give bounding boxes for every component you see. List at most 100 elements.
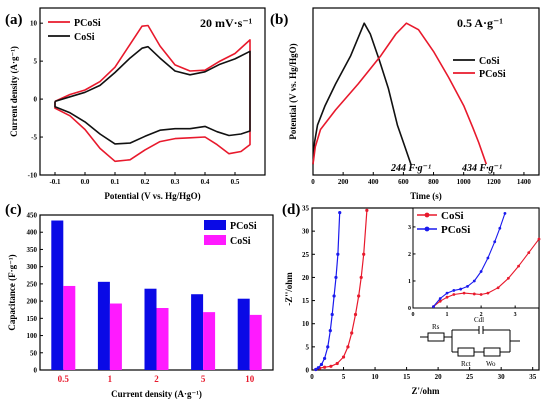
panel-a-ytick-label: -5 xyxy=(31,134,37,142)
panel-d-xtick-label: 20 xyxy=(435,373,443,381)
panel-c-category-label: 10 xyxy=(245,374,255,384)
panel-b-note: 0.5 A·g⁻¹ xyxy=(457,16,503,30)
panel-d-point-CoSi xyxy=(362,252,366,256)
panel-d-point-PCoSi xyxy=(316,366,320,370)
panel-b-legend-CoSi: CoSi xyxy=(479,56,500,67)
panel-d-inset-point-CoSi xyxy=(496,286,500,290)
panel-c-ytick-label: 250 xyxy=(27,280,38,288)
panel-c-ytick-label: 200 xyxy=(27,298,38,306)
panel-d-inset-ytick-label: 0 xyxy=(408,306,411,312)
panel-d-xtick-label: 0 xyxy=(310,373,314,381)
panel-a-xtick-label: 0.5 xyxy=(231,178,240,186)
panel-c-legend-swatch-PCoSi xyxy=(204,220,226,230)
panel-d-inset-point-PCoSi xyxy=(452,289,456,292)
panel-a-frame xyxy=(39,7,266,176)
panel-b-xtick-label: 1400 xyxy=(517,178,532,186)
panel-d-point-PCoSi xyxy=(334,275,338,280)
panel-a-ytick-label: -10 xyxy=(28,172,38,180)
panel-d-point-CoSi xyxy=(329,364,333,368)
panel-b-xtick-label: 800 xyxy=(428,178,439,186)
panel-b-xtick-label: 400 xyxy=(368,178,379,186)
panel-d-inset-point-PCoSi xyxy=(445,291,449,295)
panel-b-xlabel: Time (s) xyxy=(410,191,442,201)
panel-d-inset-xtick-label: 2 xyxy=(480,312,483,318)
panel-c-bar-CoSi-10 xyxy=(249,314,262,370)
panel-d-inset-xtick-label: 1 xyxy=(446,312,449,318)
panel-d-inset-point-CoSi xyxy=(452,293,456,296)
panel-a-series-CoSi xyxy=(54,45,251,145)
panel-d-point-PCoSi xyxy=(336,252,340,256)
panel-c-category-label: 1 xyxy=(108,374,113,384)
panel-d-point-CoSi xyxy=(323,365,327,369)
panel-c-ytick-label: 300 xyxy=(27,263,38,271)
panel-d-inset-point-CoSi xyxy=(486,291,490,295)
panel-b-annotation-cosi: 244 F·g⁻¹ xyxy=(390,163,431,174)
panel-d-inset-point-PCoSi xyxy=(479,270,483,273)
panel-c-bar-PCoSi-10 xyxy=(237,298,250,370)
panel-c-legend-swatch-CoSi xyxy=(204,235,226,245)
panel-c-ytick-label: 350 xyxy=(27,246,38,254)
panel-d-inset-point-CoSi xyxy=(445,295,449,299)
panel-d-point-PCoSi xyxy=(330,312,334,317)
panel-a-xtick-label: 0.3 xyxy=(171,178,180,186)
panel-d-inset-point-PCoSi xyxy=(503,212,507,215)
panel-b-xtick-label: 1000 xyxy=(457,178,472,186)
panel-d-inset-point-PCoSi xyxy=(466,284,469,288)
panel-d-point-CoSi xyxy=(365,208,369,212)
panel-d-inset-point-PCoSi xyxy=(493,240,497,244)
panel-b-legend-PCoSi: PCoSi xyxy=(479,69,506,80)
panel-a-ytick-label: 5 xyxy=(34,58,38,66)
panel-c-ytick-label: 50 xyxy=(30,349,38,357)
panel-d-inset-ytick-label: 3 xyxy=(408,225,411,231)
panel-d-inset-point-CoSi xyxy=(462,291,466,295)
panel-b-gcd-curves: 0 200 400 600 800 1000 1200 1400 (b) 0.5 A·g⁻¹ Tim… xyxy=(270,7,540,201)
panel-d-inset-ytick-label: 2 xyxy=(408,252,411,258)
panel-d-point-CoSi xyxy=(350,331,354,335)
panel-b-frame xyxy=(312,7,540,176)
panel-d-inset-point-CoSi xyxy=(479,293,483,296)
panel-d-ytick-label: 35 xyxy=(302,205,310,213)
panel-d-point-CoSi xyxy=(346,345,350,349)
panel-d-inset-ytick-label: 1 xyxy=(408,279,411,285)
panel-c-bar-PCoSi-0.5 xyxy=(51,220,64,370)
panel-c-capacitance-bars: 0 50 100 150 200 250 300 350 400 450 0.5 1 2 5 10 (c) Cu… xyxy=(5,202,274,399)
panel-a-series-PCoSi xyxy=(54,24,251,163)
panel-d-point-CoSi xyxy=(357,294,361,298)
panel-d-ytick-label: 30 xyxy=(302,228,310,236)
panel-d-ytick-label: 0 xyxy=(306,367,310,375)
panel-c-ytick-label: 0 xyxy=(34,367,38,375)
panel-d-point-PCoSi xyxy=(328,329,332,333)
panel-d-inset-point-CoSi xyxy=(517,264,520,268)
panel-d-point-PCoSi xyxy=(319,362,324,367)
panel-c-ylabel: Capacitance (F·g⁻¹) xyxy=(7,254,17,330)
panel-d-ytick-label: 5 xyxy=(306,343,310,351)
panel-c-category-label: 5 xyxy=(201,374,206,384)
panel-d-inset-point-PCoSi xyxy=(486,256,490,260)
circuit-label-rs: Rs xyxy=(432,323,440,331)
panel-d-ytick-label: 25 xyxy=(302,251,310,259)
panel-a-legend-CoSi: CoSi xyxy=(74,32,95,43)
panel-d-xtick-label: 5 xyxy=(342,373,346,381)
panel-a-xtick-label: 0.1 xyxy=(111,178,120,186)
panel-b-annotation-pcosi: 434 F·g⁻¹ xyxy=(461,163,502,174)
panel-c-ytick-label: 150 xyxy=(27,315,38,323)
panel-c-bar-CoSi-5 xyxy=(203,312,216,370)
panel-c-ytick-label: 400 xyxy=(27,229,38,237)
circuit-label-rct: Rct xyxy=(461,360,471,368)
panel-c-bar-CoSi-1 xyxy=(109,303,122,370)
panel-d-inset-point-PCoSi xyxy=(438,297,442,300)
panel-c-bar-CoSi-2 xyxy=(156,308,169,370)
panel-d-nyquist-plot: 0 5 10 15 20 25 30 3505101520253035(d)Z'/ohm-Z'… xyxy=(282,202,541,396)
circuit-rct-resistor xyxy=(457,347,475,357)
panel-a-cv-curves: -0.1 0.0 0.1 0.2 0.3 0.4 0.5 -10 -5 0 5 10 (a) 20 mV·… xyxy=(5,7,266,201)
panel-d-xtick-label: 15 xyxy=(403,373,411,381)
panel-b-xtick-label: 0 xyxy=(311,178,315,186)
circuit-rs-resistor xyxy=(427,332,445,342)
panel-d-legend-marker-PCoSi xyxy=(424,226,430,232)
panel-b-xtick-label: 200 xyxy=(338,178,349,186)
circuit-label-cdl: Cdl xyxy=(474,316,484,324)
panel-d-ytick-label: 20 xyxy=(302,274,310,282)
panel-d-legend-CoSi: CoSi xyxy=(441,210,464,222)
panel-b-label: (b) xyxy=(270,12,288,28)
